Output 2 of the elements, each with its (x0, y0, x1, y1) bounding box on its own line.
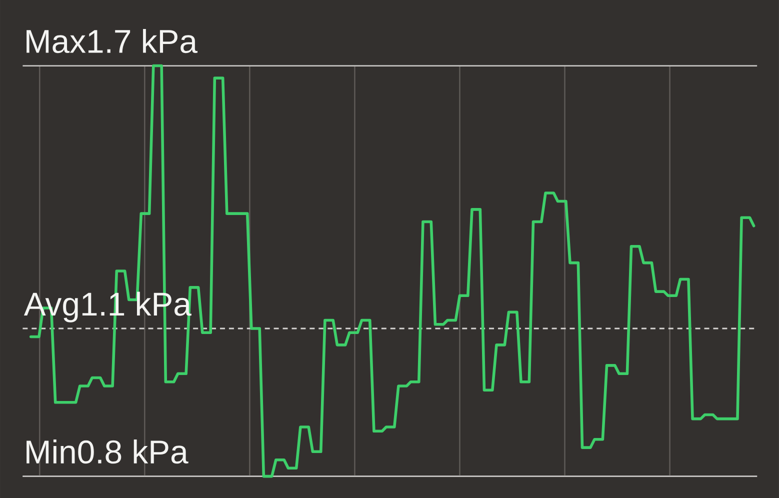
ref-line-label: Max1.7 kPa (26, 28, 198, 54)
ref-line-label: Min0.8 kPa (26, 439, 188, 464)
